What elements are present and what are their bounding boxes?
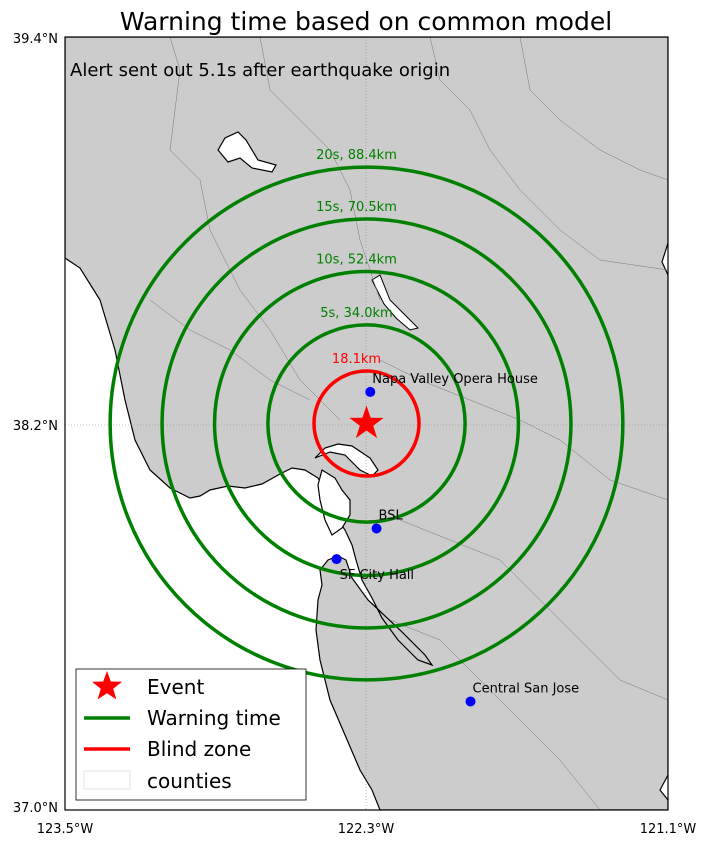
- legend-blind-label: Blind zone: [147, 737, 251, 761]
- lat-tick-mid: 38.2°N: [13, 419, 58, 434]
- place-marker: [365, 386, 376, 397]
- river-delta: [371, 274, 419, 331]
- event-star-icon: [349, 405, 384, 439]
- place-label: Central San Jose: [473, 681, 580, 696]
- place-label: BSL: [379, 508, 404, 523]
- warning-ring: [160, 217, 573, 630]
- map-title: Warning time based on common model: [120, 7, 612, 36]
- legend-event-star-icon: [92, 671, 122, 700]
- place-marker: [371, 523, 382, 534]
- lat-tick-top: 39.4°N: [13, 32, 58, 47]
- alert-subtitle: Alert sent out 5.1s after earthquake ori…: [70, 60, 450, 81]
- legend-counties-label: counties: [147, 769, 232, 793]
- event-layer: [349, 405, 384, 439]
- places-layer: Napa Valley Opera House BSL SF City Hall Ce…: [331, 372, 580, 707]
- place-marker: [331, 554, 342, 565]
- legend: Event Warning time Blind zone counties: [75, 668, 307, 801]
- lon-tick-mid: 122.3°W: [338, 822, 395, 837]
- place-label: Napa Valley Opera House: [372, 372, 538, 387]
- warning-ring: [212, 269, 521, 578]
- lake-north: [217, 131, 277, 173]
- county-lines: [149, 37, 668, 810]
- ring-label: 10s, 52.4km: [316, 253, 397, 268]
- lon-tick-right: 121.1°W: [640, 822, 697, 837]
- rings-layer: 20s, 88.4km 15s, 70.5km 10s, 52.4km 5s, 34.…: [108, 148, 625, 682]
- ring-label: 5s, 34.0km: [320, 306, 392, 321]
- map-frame: [64, 36, 669, 811]
- place-label: SF City Hall: [340, 568, 414, 583]
- warning-ring: [312, 369, 421, 478]
- warning-ring: [108, 165, 625, 682]
- place-marker: [465, 696, 476, 707]
- lon-tick-left: 123.5°W: [37, 822, 94, 837]
- ring-label: 15s, 70.5km: [316, 200, 397, 215]
- ring-label: 20s, 88.4km: [316, 148, 397, 163]
- warning-ring: [266, 323, 467, 524]
- legend-event-label: Event: [147, 675, 204, 699]
- ring-label: 18.1km: [332, 352, 381, 367]
- bay-water: [314, 443, 379, 536]
- lat-tick-bottom: 37.0°N: [13, 801, 58, 816]
- legend-warning-label: Warning time: [147, 706, 281, 730]
- legend-counties-swatch: [83, 770, 131, 790]
